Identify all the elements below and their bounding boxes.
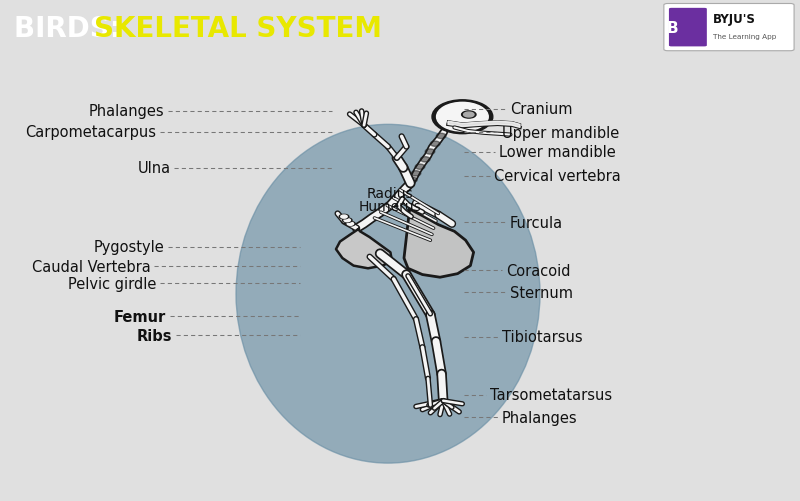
Ellipse shape: [421, 157, 430, 163]
Text: Tibiotarsus: Tibiotarsus: [502, 330, 582, 345]
Text: Cervical vertebra: Cervical vertebra: [494, 169, 620, 184]
Text: Phalanges: Phalanges: [88, 104, 164, 119]
Text: Phalanges: Phalanges: [502, 410, 578, 425]
FancyBboxPatch shape: [669, 9, 707, 47]
Polygon shape: [448, 122, 520, 128]
Text: Lower mandible: Lower mandible: [499, 145, 616, 160]
Ellipse shape: [344, 219, 350, 222]
Text: Radius: Radius: [367, 186, 414, 200]
Text: Ulna: Ulna: [138, 161, 170, 176]
Ellipse shape: [347, 223, 354, 226]
Ellipse shape: [426, 149, 435, 155]
Text: Upper mandible: Upper mandible: [502, 126, 619, 141]
Polygon shape: [336, 229, 392, 269]
Ellipse shape: [341, 215, 347, 219]
Text: Pygostyle: Pygostyle: [94, 240, 164, 255]
Text: BYJU'S: BYJU'S: [713, 13, 756, 26]
Polygon shape: [404, 209, 474, 278]
Ellipse shape: [236, 125, 540, 463]
Text: B: B: [667, 21, 678, 36]
Ellipse shape: [437, 134, 446, 139]
Text: SKELETAL SYSTEM: SKELETAL SYSTEM: [94, 15, 382, 43]
Text: The Learning App: The Learning App: [713, 34, 777, 40]
Ellipse shape: [432, 101, 493, 134]
Ellipse shape: [437, 103, 488, 132]
Ellipse shape: [411, 171, 421, 177]
Polygon shape: [404, 209, 474, 278]
Text: Ribs: Ribs: [137, 328, 172, 343]
Text: Cranium: Cranium: [510, 102, 573, 117]
Text: Furcula: Furcula: [510, 215, 562, 230]
Ellipse shape: [463, 113, 474, 118]
Polygon shape: [336, 229, 392, 269]
Text: Coracoid: Coracoid: [506, 263, 571, 278]
Text: Tarsometatarsus: Tarsometatarsus: [490, 388, 613, 403]
Ellipse shape: [346, 222, 355, 226]
Ellipse shape: [415, 165, 425, 170]
Text: Sternum: Sternum: [510, 285, 573, 300]
FancyBboxPatch shape: [664, 5, 794, 52]
Ellipse shape: [342, 218, 352, 223]
Text: Femur: Femur: [114, 309, 166, 324]
Text: Pelvic girdle: Pelvic girdle: [68, 277, 156, 292]
Ellipse shape: [408, 178, 418, 183]
Text: Carpometacarpus: Carpometacarpus: [25, 125, 156, 140]
Text: BIRDS:: BIRDS:: [14, 15, 131, 43]
Ellipse shape: [462, 112, 476, 119]
Text: Humerus: Humerus: [359, 199, 422, 213]
Ellipse shape: [339, 215, 349, 219]
Text: Caudal Vertebra: Caudal Vertebra: [32, 259, 150, 274]
Ellipse shape: [430, 142, 440, 147]
